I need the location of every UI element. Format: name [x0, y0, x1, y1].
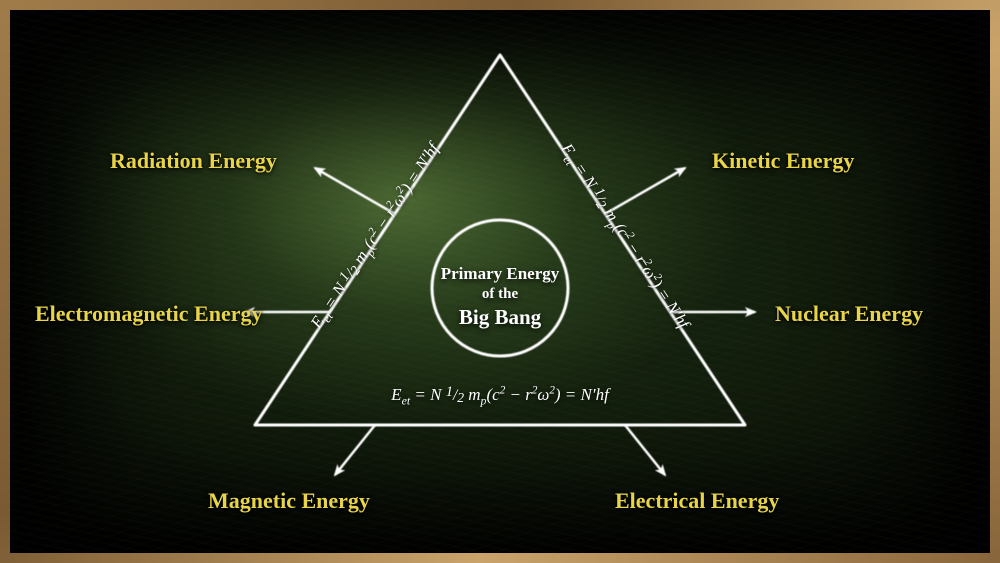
center-line-1: Primary Energy — [420, 264, 580, 284]
label-magnetic-energy: Magnetic Energy — [208, 490, 370, 512]
center-line-3: Big Bang — [420, 305, 580, 330]
center-label: Primary Energy of the Big Bang — [420, 264, 580, 330]
label-electromagnetic-energy: Electromagnetic Energy — [35, 303, 262, 325]
triangle — [255, 55, 745, 425]
label-nuclear-energy: Nuclear Energy — [775, 303, 923, 325]
arrow-magnetic — [335, 425, 375, 475]
center-line-2: of the — [420, 286, 580, 303]
label-kinetic-energy: Kinetic Energy — [712, 150, 854, 172]
formula-bottom: Eet = N 1/2 mp(c2 − r2ω2) = N′hf — [391, 384, 609, 406]
label-radiation-energy: Radiation Energy — [110, 150, 277, 172]
label-electrical-energy: Electrical Energy — [615, 490, 779, 512]
arrow-electrical — [625, 425, 665, 475]
